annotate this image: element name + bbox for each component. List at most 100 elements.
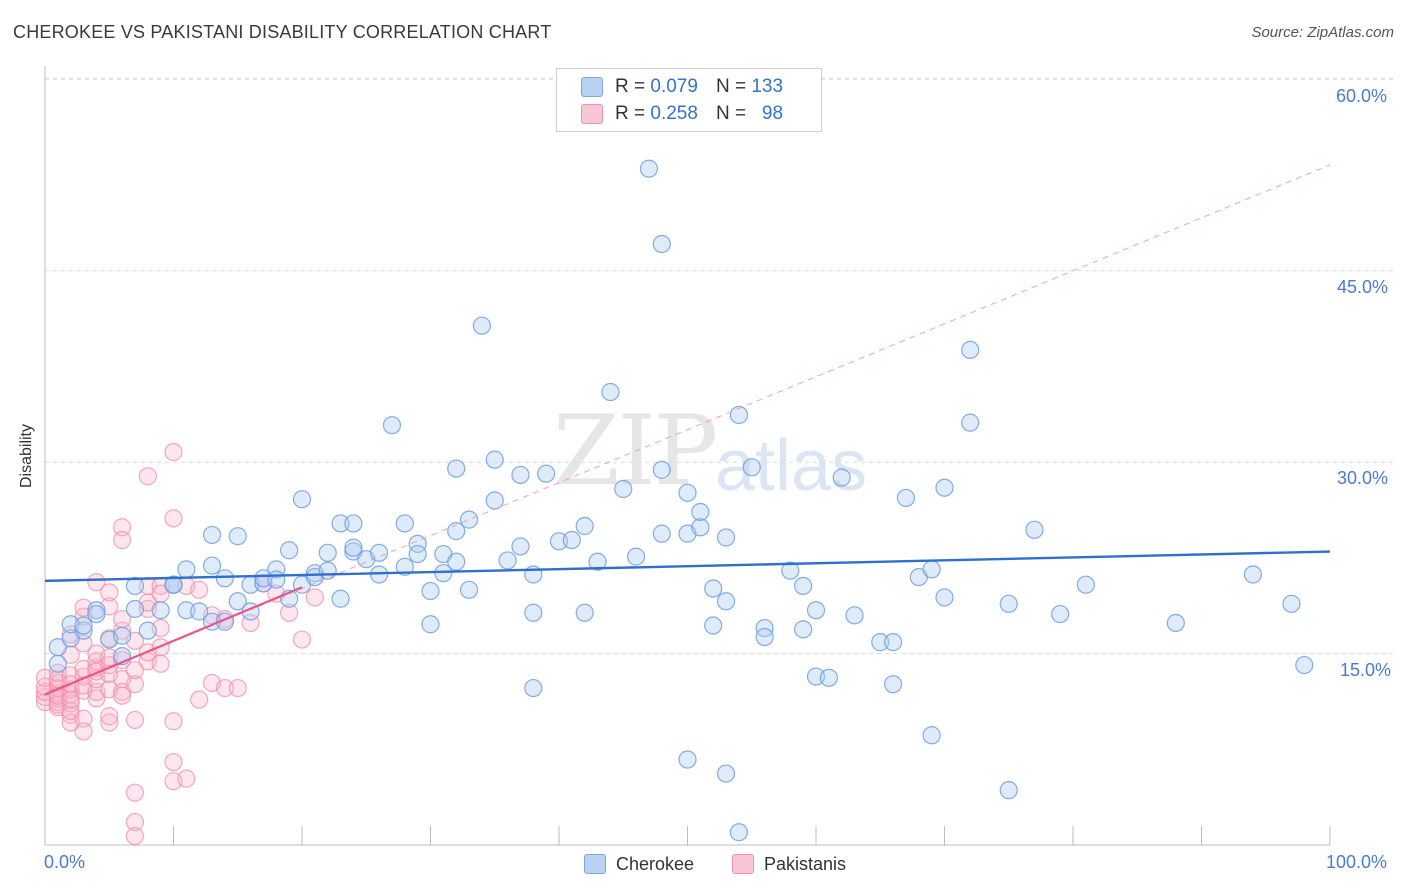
cherokee-point	[87, 601, 106, 620]
legend-row-cherokee: R = 0.079 N = 133	[581, 75, 783, 99]
cherokee-point	[485, 450, 504, 469]
cherokee-point	[729, 823, 749, 842]
pakistanis-point	[74, 722, 93, 741]
cherokee-point	[588, 552, 607, 571]
bottom-legend-cherokee: Cherokee	[584, 852, 694, 876]
cherokee-point	[794, 576, 813, 596]
cherokee-point	[678, 750, 697, 769]
cherokee-point	[48, 638, 67, 657]
cherokee-point	[896, 488, 916, 508]
cherokee-point	[202, 525, 222, 545]
pakistanis-swatch	[581, 104, 603, 124]
n-value: 98	[761, 103, 784, 124]
cherokee-point	[318, 543, 337, 562]
cherokee-point	[601, 382, 620, 402]
cherokee-point	[485, 491, 504, 510]
cherokee-point	[922, 560, 941, 579]
cherokee-point	[832, 468, 851, 487]
cherokee-point	[382, 416, 402, 435]
cherokee-point	[344, 538, 363, 557]
cherokee-point	[806, 601, 826, 620]
y-tick-label-30: 30.0%	[1337, 468, 1389, 488]
cherokee-point	[151, 601, 170, 620]
pakistanis-point	[190, 580, 209, 599]
cherokee-point	[331, 589, 350, 608]
cherokee-point	[511, 537, 530, 556]
cherokee-point	[498, 551, 517, 570]
pakistanis-trend-line	[44, 586, 303, 696]
cherokee-point	[125, 599, 145, 619]
cherokee-point	[794, 620, 813, 639]
cherokee-point	[292, 490, 312, 509]
cherokee-legend-label: Cherokee	[616, 853, 695, 874]
cherokee-point	[228, 592, 247, 611]
pakistanis-point	[305, 588, 324, 607]
cherokee-point	[691, 518, 710, 537]
y-tick-label-15: 15.0%	[1340, 660, 1392, 680]
pakistanis-point	[138, 467, 157, 486]
cherokee-swatch	[584, 854, 606, 874]
cherokee-point	[408, 544, 427, 564]
r-value: 0.079	[650, 76, 698, 97]
pakistanis-point	[125, 783, 145, 802]
cherokee-swatch	[581, 77, 603, 97]
n-value: 133	[751, 76, 784, 97]
cherokee-point	[742, 458, 761, 477]
pakistanis-point	[215, 678, 234, 698]
r-value: 0.258	[650, 103, 698, 124]
cherokee-point	[344, 514, 363, 533]
bottom-legend-pakistanis: Pakistanis	[732, 852, 846, 876]
cherokee-point	[935, 478, 954, 497]
pakistanis-point	[112, 530, 132, 550]
pakistanis-point	[125, 675, 145, 694]
watermark-atlas: atlas	[715, 426, 868, 506]
cherokee-point	[421, 581, 440, 601]
cherokee-point	[190, 602, 209, 621]
pakistanis-point	[177, 769, 196, 788]
cherokee-point	[331, 514, 350, 533]
cherokee-point	[511, 465, 530, 485]
cherokee-point	[524, 603, 543, 622]
cherokee-point	[961, 340, 980, 360]
cherokee-point	[280, 541, 299, 560]
cherokee-point	[652, 524, 671, 543]
cherokee-point	[1166, 613, 1185, 633]
cherokee-point	[125, 576, 145, 596]
x-tick-label-max: 100.0%	[1326, 852, 1388, 872]
cherokee-point	[575, 603, 594, 622]
cherokee-point	[267, 570, 286, 589]
cherokee-point	[202, 556, 222, 575]
cherokee-point	[524, 678, 543, 698]
cherokee-point	[537, 464, 556, 483]
pakistanis-point	[164, 442, 183, 462]
n-label: N =	[715, 76, 747, 97]
x-tick-label-min: 0.0%	[44, 852, 86, 872]
cherokee-point	[614, 479, 633, 499]
cherokee-point	[177, 560, 196, 579]
cherokee-point	[74, 621, 93, 640]
cherokee-point	[562, 530, 581, 550]
cherokee-point	[447, 552, 466, 571]
cherokee-point	[999, 594, 1018, 613]
cherokee-point	[1025, 520, 1044, 539]
legend-row-pakistanis: R = 0.258 N = 98	[581, 102, 783, 126]
pakistanis-point	[190, 690, 209, 709]
cherokee-point	[871, 633, 890, 652]
cherokee-point	[845, 606, 864, 625]
cherokee-point	[639, 159, 659, 178]
cherokee-point	[228, 527, 247, 546]
pakistanis-point	[112, 518, 132, 537]
chart-title: CHEROKEE VS PAKISTANI DISABILITY CORRELA…	[13, 22, 552, 42]
pakistanis-point	[164, 712, 183, 731]
y-tick-label-45: 45.0%	[1337, 277, 1389, 297]
cherokee-point	[691, 502, 710, 522]
cherokee-point	[678, 483, 697, 502]
cherokee-point	[1243, 565, 1263, 584]
cherokee-point	[472, 316, 491, 335]
cherokee-point	[922, 726, 941, 745]
cherokee-point	[781, 561, 800, 580]
pakistanis-point	[151, 654, 170, 673]
cherokee-point	[652, 234, 671, 254]
cherokee-point	[1295, 655, 1314, 675]
cherokee-point	[395, 557, 414, 576]
